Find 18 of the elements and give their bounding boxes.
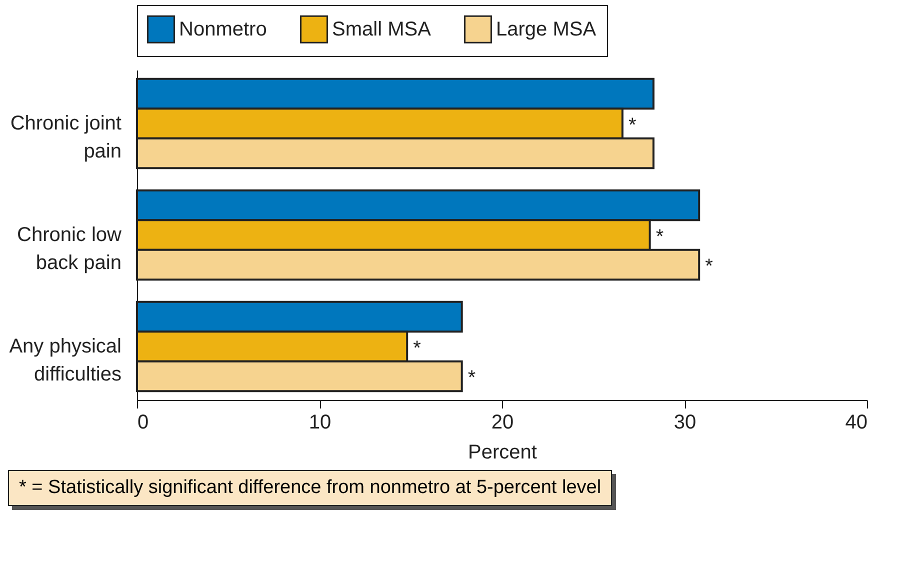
- data-label: *: [656, 226, 664, 248]
- data-label: *: [413, 337, 422, 360]
- y-tick-label: Chronic joint pain: [10, 112, 122, 163]
- legend-label: Nonmetro: [179, 18, 267, 40]
- x-tick-label: 40: [845, 412, 868, 434]
- x-tick-label: 10: [308, 412, 332, 434]
- data-label: *: [628, 114, 636, 137]
- legend-label: Large MSA: [496, 18, 597, 40]
- x-tick-label: 20: [491, 412, 514, 434]
- y-tick-label: Chronic low back pain: [17, 224, 122, 274]
- y-tick-label: Any physical difficulties: [9, 335, 122, 386]
- x-tick-label: 30: [674, 412, 696, 434]
- data-label: *: [705, 256, 714, 278]
- data-label: *: [468, 367, 476, 390]
- x-axis-title: Percent: [468, 442, 538, 464]
- x-tick-label: 0: [138, 412, 149, 434]
- text: * = Statistically significant difference from nonmetro at 5-percent level: [8, 470, 612, 506]
- legend-label: Small MSA: [332, 18, 432, 40]
